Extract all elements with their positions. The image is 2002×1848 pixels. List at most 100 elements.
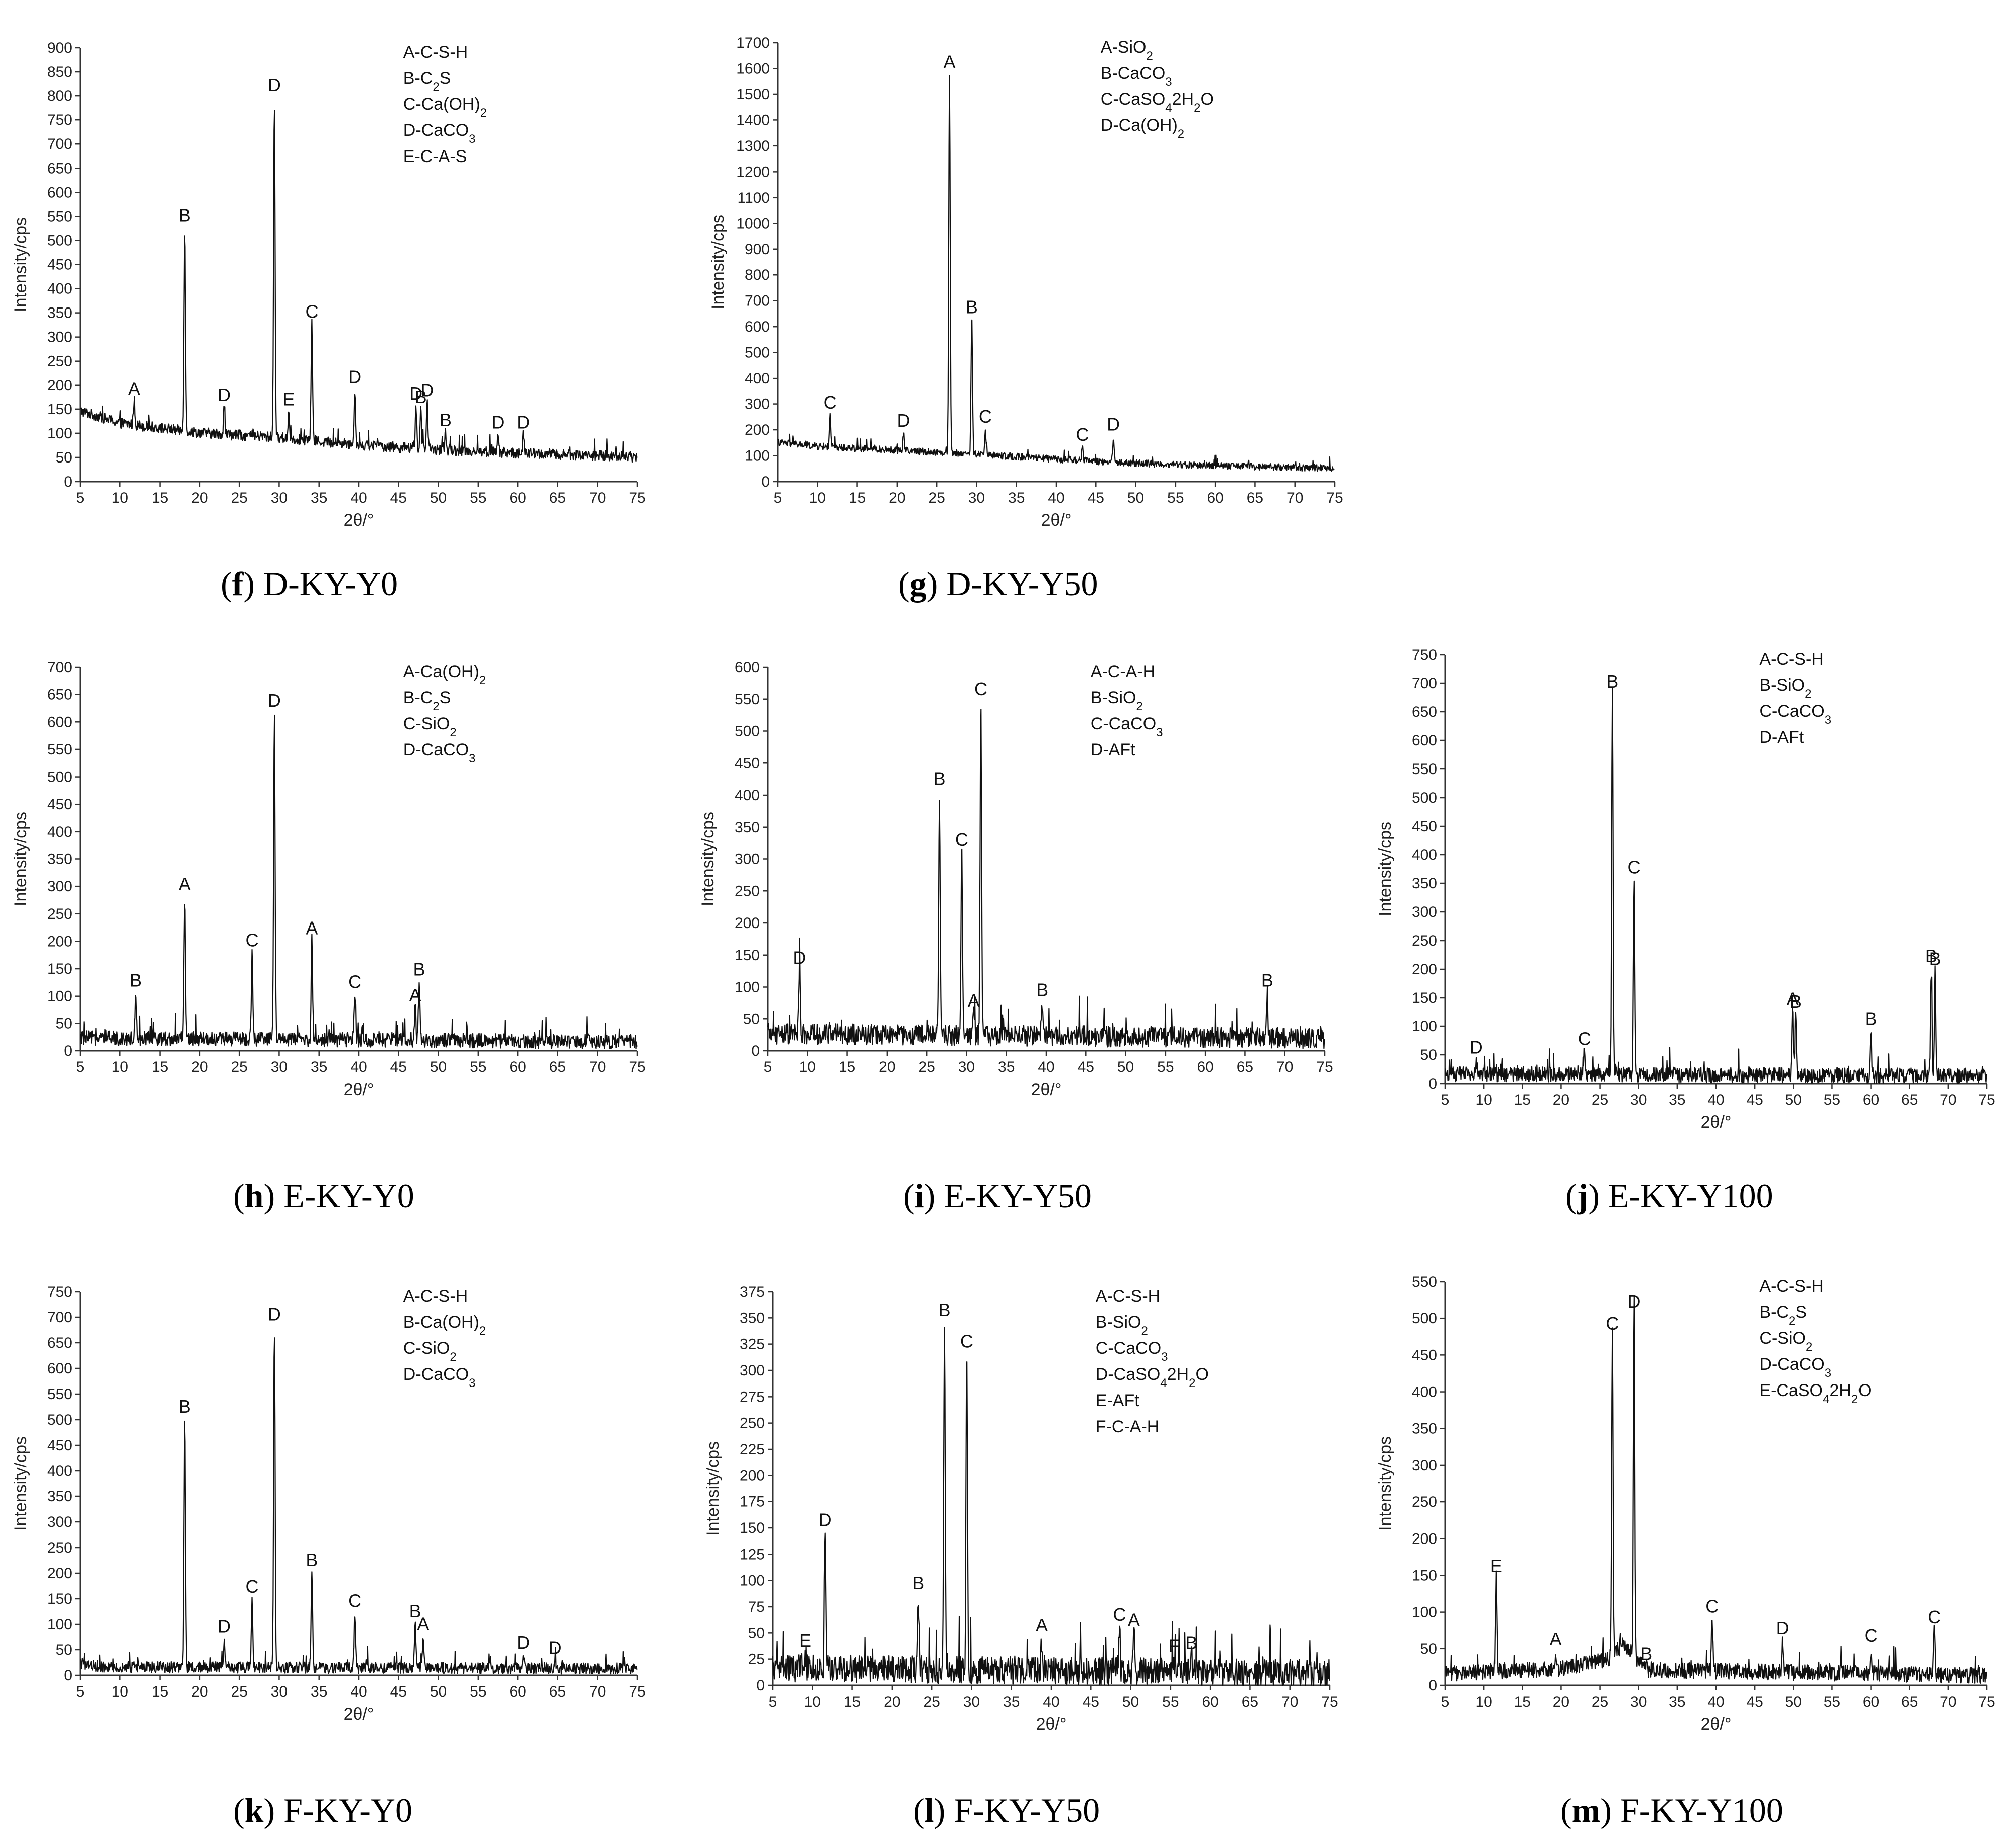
x-tick-label: 45 xyxy=(1746,1693,1763,1710)
peak-label: D xyxy=(1107,414,1120,435)
y-tick-label: 150 xyxy=(1412,1567,1437,1584)
x-tick-label: 15 xyxy=(152,1059,168,1075)
y-tick-label: 700 xyxy=(47,1309,72,1326)
peak-label: B xyxy=(966,296,978,317)
legend-item: C-Ca(OH)2 xyxy=(403,95,487,120)
y-tick-label: 500 xyxy=(745,345,770,361)
caption-j: (j) E-KY-Y100 xyxy=(1565,1177,1773,1215)
peak-label: B xyxy=(1036,979,1048,1000)
y-tick-label: 400 xyxy=(1412,1384,1437,1401)
y-tick-label: 300 xyxy=(735,851,760,868)
y-tick-label: 200 xyxy=(1412,961,1437,978)
y-tick-label: 0 xyxy=(1428,1677,1437,1694)
peak-label: C xyxy=(348,1591,361,1611)
x-tick-label: 30 xyxy=(958,1059,975,1075)
peak-label: A xyxy=(409,985,421,1005)
peak-label: B xyxy=(939,1300,951,1320)
x-tick-label: 35 xyxy=(311,490,327,506)
legend-item: D-CaCO3 xyxy=(403,740,476,765)
y-tick-label: 0 xyxy=(64,474,72,490)
legend-item: A-C-A-H xyxy=(1091,662,1155,681)
x-tick-label: 5 xyxy=(76,490,85,506)
chart-svg: 5 10 15 20 25 30 35 40 45 50 55 60 65 70 75 0 50 100 150 20… xyxy=(11,659,646,1099)
peak-label: A xyxy=(417,1614,429,1634)
x-axis-title: 2θ/° xyxy=(344,1080,374,1099)
peak-label: D xyxy=(549,1637,562,1658)
legend-item: A-Ca(OH)2 xyxy=(403,662,486,687)
x-tick-label: 35 xyxy=(1008,490,1025,506)
x-tick-label: 55 xyxy=(470,490,486,506)
caption-g: (g) D-KY-Y50 xyxy=(898,565,1098,603)
peak-label: B xyxy=(934,768,946,789)
peak-label: B xyxy=(179,1396,191,1417)
xrd-trace-line xyxy=(1444,1295,1987,1684)
y-tick-label: 700 xyxy=(47,136,72,152)
y-tick-label: 100 xyxy=(47,988,72,1005)
x-axis-title: 2θ/° xyxy=(1701,1715,1732,1734)
y-tick-label: 350 xyxy=(47,1488,72,1505)
y-tick-label: 300 xyxy=(740,1362,765,1379)
y-tick-label: 50 xyxy=(1420,1641,1437,1657)
y-tick-label: 25 xyxy=(748,1651,765,1668)
peak-label: B xyxy=(1606,671,1618,692)
y-tick-label: 100 xyxy=(735,979,760,996)
chart-panel-i: 5 10 15 20 25 30 35 40 45 50 55 60 65 70 75 0 50 100 150 20… xyxy=(687,640,1340,1111)
y-tick-label: 850 xyxy=(47,64,72,80)
legend-item: D-Ca(OH)2 xyxy=(1101,116,1184,141)
x-tick-label: 20 xyxy=(879,1059,895,1075)
x-tick-label: 50 xyxy=(1127,490,1144,506)
x-tick-label: 25 xyxy=(1592,1092,1608,1108)
y-tick-label: 0 xyxy=(64,1043,72,1059)
y-tick-label: 750 xyxy=(1412,647,1437,663)
y-tick-label: 350 xyxy=(735,819,760,836)
peak-label: B xyxy=(440,410,452,430)
peak-label: E xyxy=(282,389,295,410)
y-tick-label: 75 xyxy=(748,1599,765,1615)
legend-item: A-C-S-H xyxy=(1759,650,1823,669)
legend-item: E-AFt xyxy=(1096,1391,1139,1410)
x-tick-label: 60 xyxy=(1863,1693,1879,1710)
y-tick-label: 500 xyxy=(47,232,72,249)
y-tick-label: 100 xyxy=(47,1616,72,1633)
legend-item: C-SiO2 xyxy=(1759,1329,1812,1354)
x-tick-label: 70 xyxy=(1940,1693,1956,1710)
peak-label: B xyxy=(306,1550,318,1570)
y-tick-label: 375 xyxy=(740,1284,765,1300)
legend-item: D-CaCO3 xyxy=(1759,1355,1831,1380)
peak-label: C xyxy=(246,930,259,950)
peak-label: B xyxy=(1865,1008,1877,1029)
peak-label: A xyxy=(944,51,956,72)
x-tick-label: 50 xyxy=(430,490,447,506)
x-tick-label: 5 xyxy=(76,1059,85,1075)
peak-label: A xyxy=(1550,1629,1562,1649)
peak-label: C xyxy=(960,1331,973,1352)
y-tick-label: 700 xyxy=(1412,675,1437,692)
x-axis-title: 2θ/° xyxy=(1036,1715,1067,1734)
x-tick-label: 55 xyxy=(1157,1059,1174,1075)
y-tick-label: 300 xyxy=(1412,904,1437,920)
y-tick-label: 550 xyxy=(1412,1274,1437,1290)
x-tick-label: 15 xyxy=(839,1059,855,1075)
y-tick-label: 250 xyxy=(735,883,760,899)
y-tick-label: 50 xyxy=(748,1625,765,1641)
xrd-trace-line xyxy=(80,1337,638,1675)
legend-item: C-SiO2 xyxy=(403,714,457,739)
legend-item: B-C2S xyxy=(1759,1303,1807,1328)
x-tick-label: 70 xyxy=(589,1683,606,1700)
y-tick-label: 1500 xyxy=(736,86,770,103)
xrd-trace-line xyxy=(767,708,1325,1049)
y-tick-label: 100 xyxy=(745,448,770,465)
x-tick-label: 15 xyxy=(1514,1693,1531,1710)
y-tick-label: 700 xyxy=(745,293,770,310)
x-tick-label: 5 xyxy=(1441,1693,1450,1710)
legend-item: B-C2S xyxy=(403,69,451,94)
peak-label: A xyxy=(968,990,980,1011)
x-tick-label: 30 xyxy=(968,490,985,506)
x-tick-label: 45 xyxy=(1078,1059,1094,1075)
y-tick-label: 0 xyxy=(756,1677,765,1694)
x-tick-label: 50 xyxy=(430,1059,447,1075)
legend-item: B-SiO2 xyxy=(1759,676,1811,701)
legend-item: A-SiO2 xyxy=(1101,38,1153,63)
y-tick-label: 250 xyxy=(47,906,72,922)
y-tick-label: 800 xyxy=(745,267,770,283)
